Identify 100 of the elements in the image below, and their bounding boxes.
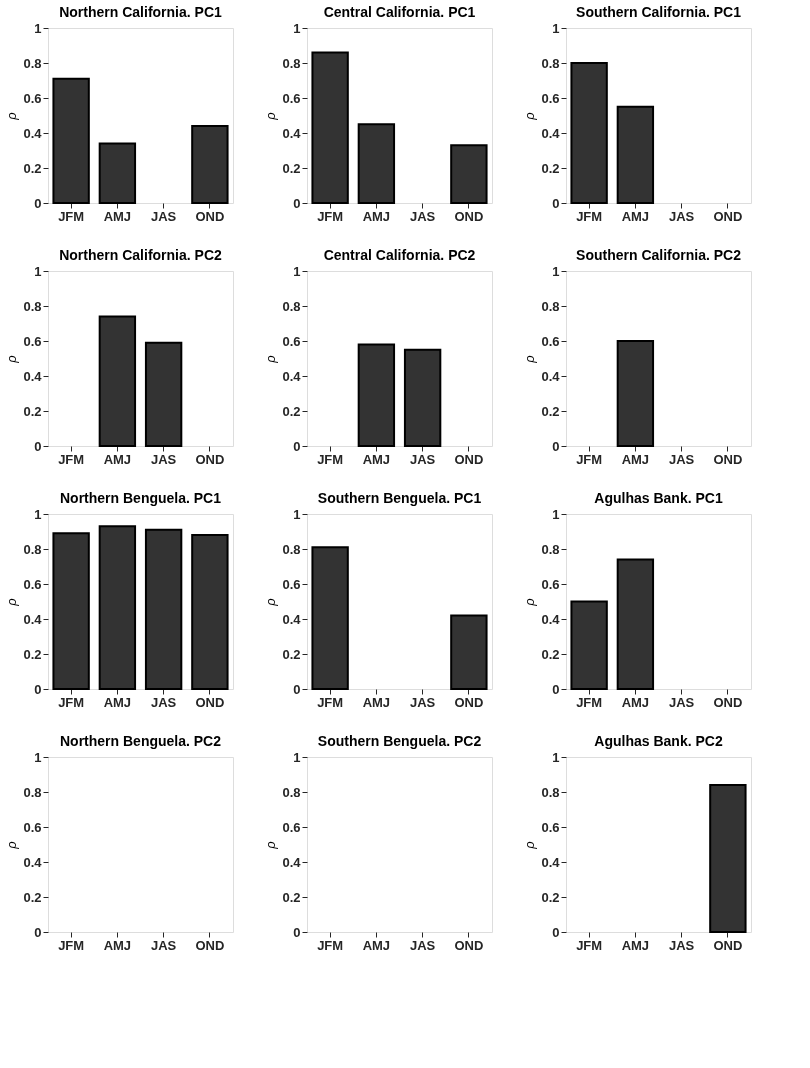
y-tick-label: 0: [552, 924, 560, 940]
y-tick-label: 0: [34, 438, 42, 454]
x-tick-label: OND: [713, 937, 743, 953]
x-tick-label: AMJ: [103, 208, 132, 224]
y-tick-label: 0.8: [541, 55, 560, 71]
x-tick-label: AMJ: [362, 937, 391, 953]
y-tick-label: 0: [552, 438, 560, 454]
y-tick-label: 1: [552, 749, 560, 765]
y-tick-label: 0.6: [282, 576, 301, 592]
bar: [450, 144, 488, 204]
y-tick-label: 0: [293, 438, 301, 454]
chart-title: Northern Benguela. PC1: [59, 490, 222, 506]
y-tick-label: 0.8: [541, 784, 560, 800]
x-tick-label: AMJ: [103, 451, 132, 467]
y-tick-label: 0.8: [282, 541, 301, 557]
x-tick-label: JFM: [317, 937, 344, 953]
y-tick-label: 0.6: [541, 576, 560, 592]
x-tick-label: JAS: [409, 694, 436, 710]
bar: [311, 51, 349, 204]
x-tick-label: JAS: [668, 937, 695, 953]
x-tick-label: OND: [454, 208, 484, 224]
x-tick-label: JFM: [576, 937, 603, 953]
x-tick-label: JFM: [58, 937, 85, 953]
y-axis-title: ρ: [522, 597, 538, 607]
y-tick-label: 1: [34, 20, 42, 36]
y-tick-label: 1: [552, 263, 560, 279]
y-tick-label: 1: [34, 506, 42, 522]
x-tick-label: AMJ: [621, 694, 650, 710]
x-tick-label: JFM: [317, 694, 344, 710]
x-tick-label: AMJ: [362, 208, 391, 224]
x-tick-label: OND: [454, 451, 484, 467]
y-tick-label: 0.4: [282, 854, 302, 870]
y-tick-label: 1: [293, 263, 301, 279]
chart-title: Southern California. PC2: [576, 247, 742, 263]
y-tick-label: 1: [293, 506, 301, 522]
x-tick-label: AMJ: [362, 694, 391, 710]
bar: [98, 142, 137, 204]
x-tick-label: JFM: [58, 451, 85, 467]
y-tick-label: 0.2: [282, 160, 301, 176]
x-tick-label: OND: [713, 694, 743, 710]
y-axis-title: ρ: [4, 840, 20, 850]
x-tick-label: AMJ: [621, 937, 650, 953]
chart-title: Agulhas Bank. PC2: [594, 733, 723, 749]
y-axis-title: ρ: [4, 111, 20, 121]
y-tick-label: 0: [552, 195, 560, 211]
y-tick-label: 1: [552, 506, 560, 522]
x-tick-label: JAS: [409, 451, 436, 467]
y-tick-label: 0.4: [282, 125, 302, 141]
x-tick-label: OND: [195, 694, 225, 710]
y-tick-label: 1: [293, 749, 301, 765]
x-tick-label: OND: [713, 451, 743, 467]
chart-title: Agulhas Bank. PC1: [594, 490, 723, 506]
x-tick-label: JAS: [150, 451, 177, 467]
y-axis-title: ρ: [263, 840, 279, 850]
y-tick-label: 0.6: [541, 333, 560, 349]
x-tick-label: AMJ: [103, 694, 132, 710]
x-tick-label: JAS: [668, 208, 695, 224]
y-tick-label: 1: [293, 20, 301, 36]
x-tick-label: JAS: [409, 208, 436, 224]
x-tick-label: AMJ: [621, 451, 650, 467]
x-tick-label: AMJ: [621, 208, 650, 224]
y-tick-label: 0.8: [541, 541, 560, 557]
x-tick-label: JFM: [58, 694, 85, 710]
x-tick-label: JFM: [317, 451, 344, 467]
y-tick-label: 0.8: [23, 784, 42, 800]
x-tick-label: JAS: [150, 208, 177, 224]
y-tick-label: 0.8: [23, 541, 42, 557]
y-tick-label: 0.2: [23, 646, 42, 662]
y-tick-label: 0: [34, 924, 42, 940]
x-tick-label: OND: [454, 937, 484, 953]
y-tick-label: 0.2: [541, 160, 560, 176]
x-tick-label: OND: [195, 208, 225, 224]
bar: [52, 77, 90, 204]
x-tick-label: OND: [195, 451, 225, 467]
y-tick-label: 0: [34, 195, 42, 211]
x-tick-label: JAS: [668, 694, 695, 710]
y-tick-label: 0.6: [282, 333, 301, 349]
y-tick-label: 0.2: [282, 889, 301, 905]
x-tick-label: OND: [195, 937, 225, 953]
y-tick-label: 0.6: [23, 576, 42, 592]
y-tick-label: 0.8: [541, 298, 560, 314]
y-tick-label: 0: [552, 681, 560, 697]
y-tick-label: 0.6: [541, 819, 560, 835]
x-tick-label: JFM: [576, 451, 603, 467]
y-tick-label: 0.2: [282, 646, 301, 662]
y-tick-label: 1: [34, 263, 42, 279]
y-tick-label: 0.2: [541, 403, 560, 419]
y-axis-title: ρ: [522, 840, 538, 850]
bar: [357, 123, 396, 204]
y-tick-label: 0.4: [541, 125, 561, 141]
y-tick-label: 0.2: [23, 889, 42, 905]
y-axis-title: ρ: [522, 111, 538, 121]
y-tick-label: 0.2: [541, 889, 560, 905]
chart-title: Northern California. PC1: [59, 4, 222, 20]
y-tick-label: 1: [552, 20, 560, 36]
y-tick-label: 0.6: [23, 819, 42, 835]
x-tick-label: JAS: [668, 451, 695, 467]
y-axis-title: ρ: [263, 111, 279, 121]
y-tick-label: 0.4: [23, 368, 43, 384]
x-tick-label: OND: [454, 694, 484, 710]
